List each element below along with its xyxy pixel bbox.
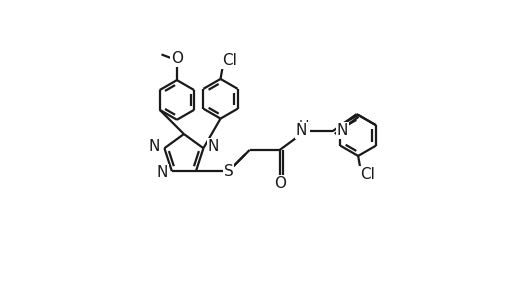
Text: Cl: Cl [223,53,237,68]
Text: O: O [171,51,183,66]
Text: N: N [208,139,219,154]
Text: N: N [337,123,348,138]
Text: O: O [274,175,285,191]
Text: Cl: Cl [360,167,375,182]
Text: N: N [149,139,161,154]
Text: N: N [156,165,168,180]
Text: N: N [296,123,307,138]
Text: H: H [299,119,309,133]
Text: S: S [224,164,233,179]
